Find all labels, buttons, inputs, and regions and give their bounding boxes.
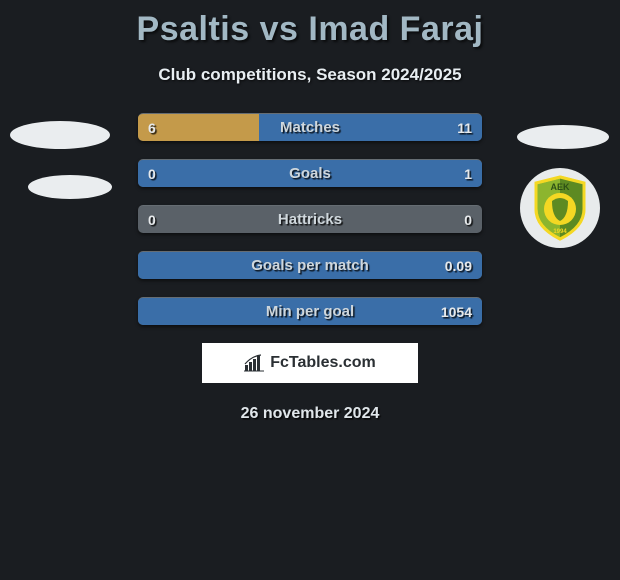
brand-text: FcTables.com (270, 354, 376, 372)
brand-box: FcTables.com (202, 343, 418, 383)
page-title: Psaltis vs Imad Faraj (0, 0, 620, 49)
bars-chart-icon (244, 353, 264, 373)
player1-club-logo-2 (28, 175, 112, 199)
stat-right-value: 1 (464, 160, 472, 187)
aek-shield-icon: AEK 1994 (532, 175, 588, 241)
stat-row: Goals per match0.09 (138, 251, 482, 279)
page-subtitle: Club competitions, Season 2024/2025 (0, 65, 620, 85)
stat-bars: 6Matches110Goals10Hattricks0Goals per ma… (138, 113, 482, 325)
stat-row: 0Hattricks0 (138, 205, 482, 233)
player1-club-logo-1 (10, 121, 110, 149)
stat-right-value: 0 (464, 206, 472, 233)
player2-club-logo-1 (517, 125, 609, 149)
stat-row: Min per goal1054 (138, 297, 482, 325)
comparison-area: AEK 1994 6Matches110Goals10Hattricks0Goa… (0, 113, 620, 423)
stat-label: Hattricks (138, 206, 482, 233)
badge-text-top: AEK (550, 182, 570, 192)
stat-right-value: 11 (457, 114, 472, 141)
stat-label: Goals (138, 160, 482, 187)
badge-text-bottom: 1994 (553, 229, 567, 235)
stat-label: Goals per match (138, 252, 482, 279)
stat-label: Matches (138, 114, 482, 141)
stat-label: Min per goal (138, 298, 482, 325)
player2-club-badge: AEK 1994 (520, 168, 600, 248)
stat-row: 6Matches11 (138, 113, 482, 141)
stat-row: 0Goals1 (138, 159, 482, 187)
date-text: 26 november 2024 (0, 405, 620, 423)
stat-right-value: 0.09 (445, 252, 472, 279)
stat-right-value: 1054 (441, 298, 472, 325)
